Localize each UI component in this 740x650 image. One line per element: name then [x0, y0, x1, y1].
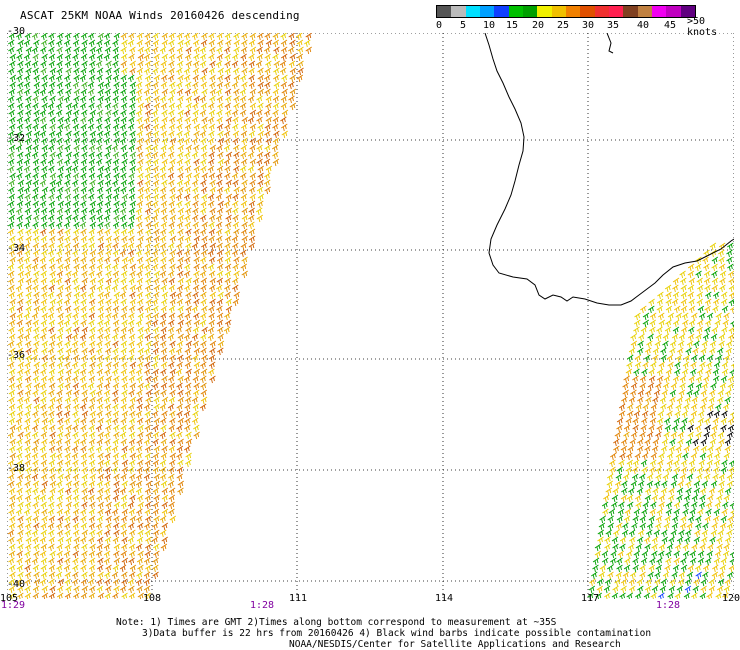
- legend-swatch: [637, 6, 652, 17]
- wind-barbs: [7, 33, 137, 230]
- y-tick-34: -34: [7, 243, 26, 254]
- wind-barbs: [7, 33, 304, 599]
- wind-barbs: [8, 39, 304, 599]
- legend-swatch: [479, 6, 495, 17]
- time-label-left: 1:29: [1, 600, 26, 611]
- legend-swatch: [680, 6, 695, 17]
- legend-label: 5: [460, 20, 467, 31]
- y-tick-36: -36: [7, 350, 26, 361]
- x-tick-120: 120: [722, 593, 740, 604]
- wind-speed-legend: 0 5 10 15 20 25 30 35 40 45: [436, 5, 740, 32]
- wind-barbs: [7, 33, 311, 599]
- legend-swatch: [437, 6, 452, 17]
- legend-label: 20: [532, 20, 545, 31]
- wind-barbs: [7, 33, 312, 599]
- legend-label: 40: [637, 20, 650, 31]
- legend-swatch: [508, 6, 523, 17]
- footnote-line-2: 3)Data buffer is 22 hrs from 20160426 4)…: [142, 628, 652, 639]
- wind-barbs: [687, 410, 734, 447]
- legend-swatch: [565, 6, 581, 17]
- y-tick-30: -30: [7, 26, 26, 37]
- australia-coastline: [484, 33, 734, 306]
- map-title: ASCAT 25KM NOAA Winds 20160426 descendin…: [20, 9, 300, 22]
- legend-swatch: [594, 6, 609, 17]
- time-label-middle: 1:28: [250, 600, 275, 611]
- x-tick-114: 114: [435, 593, 454, 604]
- y-tick-40: -40: [7, 579, 26, 590]
- rottnest-island: [606, 33, 614, 54]
- wind-barbs: [594, 242, 734, 599]
- footnote-line-3: NOAA/NESDIS/Center for Satellite Applica…: [289, 639, 621, 650]
- legend-swatch: [522, 6, 538, 17]
- legend-swatch: [551, 6, 566, 17]
- legend-tick-labels: 0 5 10 15 20 25 30 35 40 45: [436, 18, 740, 32]
- x-tick-105: 105: [0, 593, 19, 604]
- wind-map: [7, 33, 734, 599]
- y-tick-38: -38: [7, 463, 26, 474]
- legend-swatch: [494, 6, 509, 17]
- wind-barbs: [7, 33, 137, 230]
- legend-label: 35: [607, 20, 620, 31]
- time-label-right: 1:28: [656, 600, 681, 611]
- wind-barbs: [658, 571, 702, 599]
- wind-barbs: [613, 375, 662, 461]
- right-swath-barbs: [587, 242, 734, 599]
- legend-swatch: [608, 6, 624, 17]
- legend-swatch: [537, 6, 552, 17]
- legend-label: 30: [582, 20, 595, 31]
- wind-barbs: [16, 33, 312, 599]
- legend-label: 15: [506, 20, 519, 31]
- legend-swatch: [465, 6, 480, 17]
- wind-barbs: [7, 33, 304, 599]
- wind-barbs: [623, 396, 652, 440]
- legend-swatch: [666, 6, 681, 17]
- x-tick-111: 111: [289, 593, 308, 604]
- legend-label: 45: [664, 20, 677, 31]
- legend-swatch: [580, 6, 595, 17]
- wind-barbs: [610, 375, 664, 461]
- wind-barbs: [589, 242, 734, 599]
- footnote: Note: 1) Times are GMT 2)Times along bot…: [116, 617, 651, 650]
- legend-label: 10: [483, 20, 496, 31]
- legend-color-bar: [436, 5, 696, 18]
- x-tick-108: 108: [143, 593, 162, 604]
- legend-swatch: [623, 6, 638, 17]
- legend-swatch: [651, 6, 667, 17]
- wind-barbs: [587, 242, 734, 599]
- legend-swatch: [451, 6, 466, 17]
- legend-label: 25: [557, 20, 570, 31]
- left-swath-barbs: [7, 33, 312, 599]
- y-tick-32: -32: [7, 133, 26, 144]
- x-tick-117: 117: [581, 593, 600, 604]
- legend-label: 0: [436, 20, 443, 31]
- footnote-line-1: Note: 1) Times are GMT 2)Times along bot…: [116, 617, 557, 628]
- lat-lon-grid: [7, 33, 734, 599]
- legend-units: >50 knots: [687, 16, 718, 38]
